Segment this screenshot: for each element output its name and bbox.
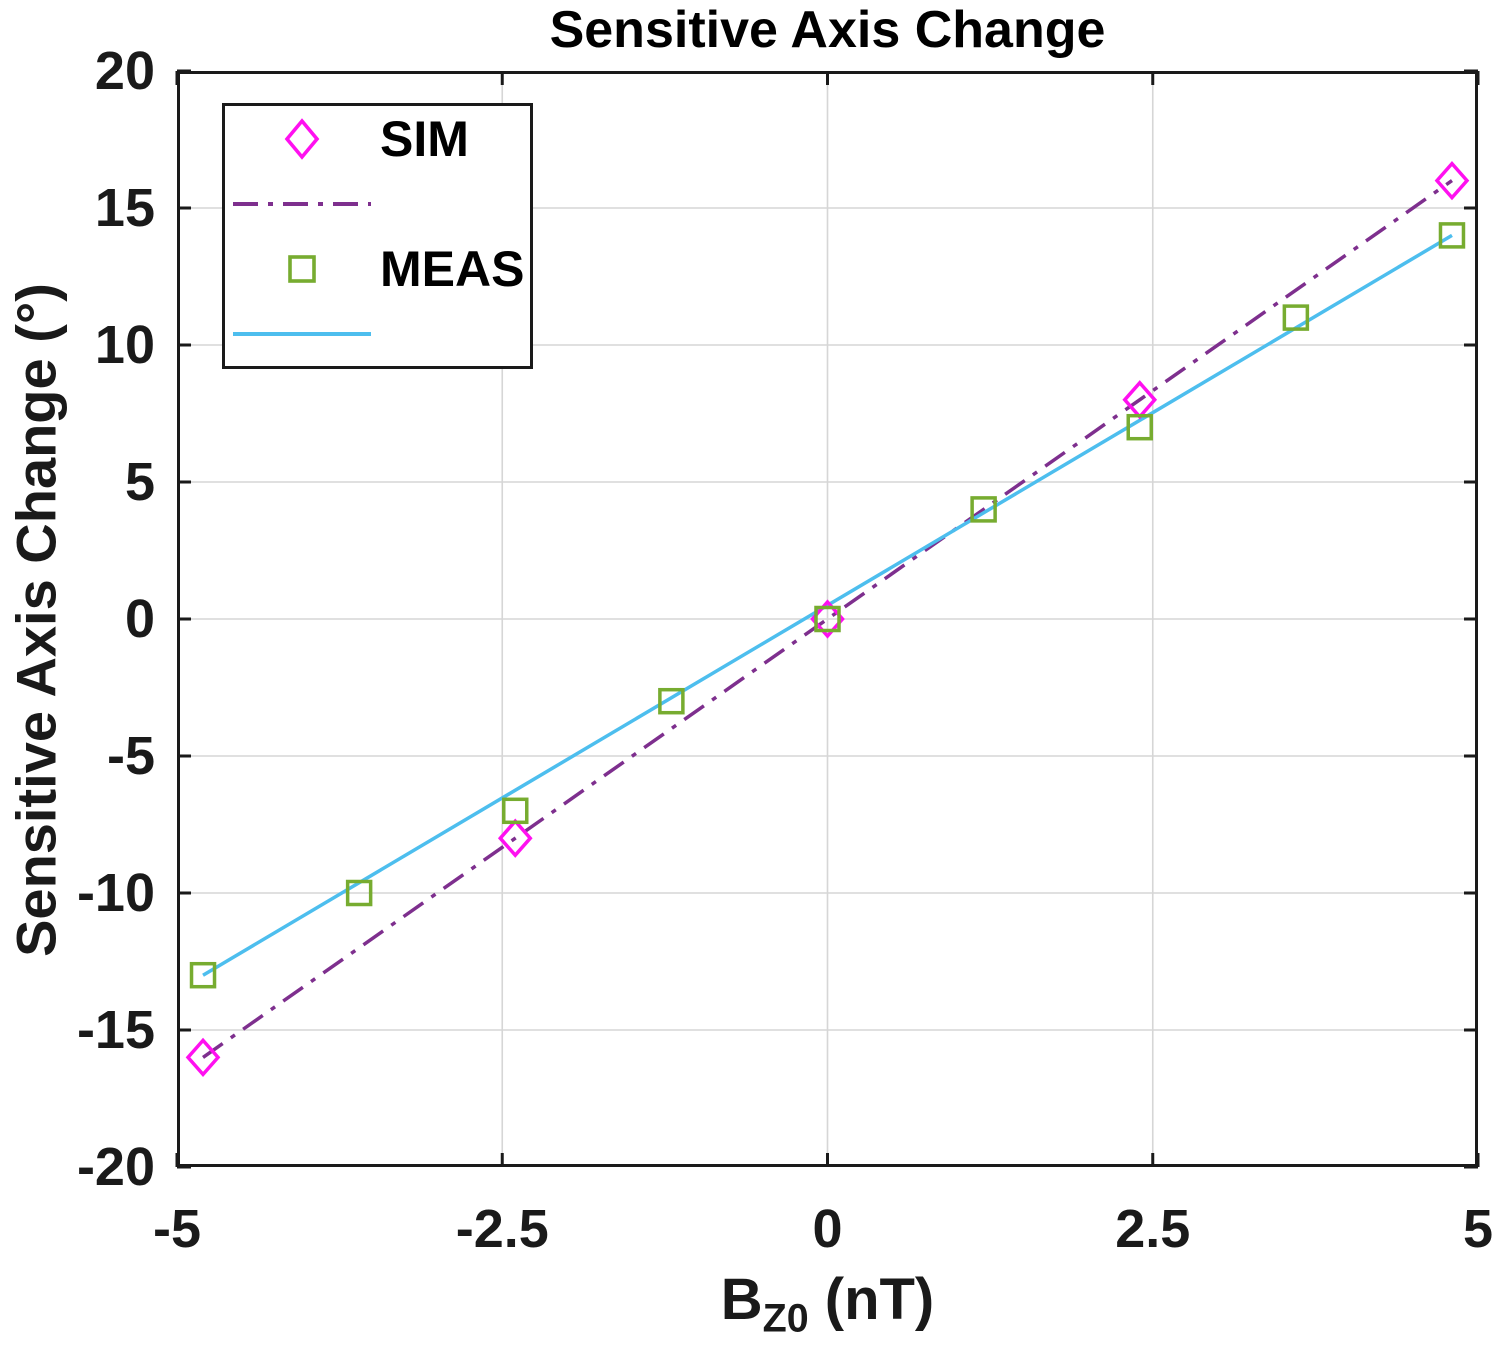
sim-diamond-marker-icon [225,114,375,164]
meas-data-point [345,879,373,907]
meas-data-point [658,687,685,715]
y-tick-label: -20 [76,1137,155,1197]
meas-square-marker-icon [225,244,375,294]
y-tick-label: 15 [94,178,155,238]
legend-row-sim-line [225,172,530,236]
meas-data-point [502,797,529,825]
x-tick-label: 5 [1462,1199,1494,1259]
y-tick-label: 5 [124,452,155,512]
dash-dot-line-icon [225,179,375,229]
legend-label-sim: SIM [380,110,469,167]
meas-data-point [189,961,217,989]
meas-data-point [1126,413,1153,441]
y-tick-label: -10 [76,863,155,923]
solid-line-icon [225,309,375,359]
meas-data-point [1282,304,1310,331]
x-axis-label: BZ0 (nT) [177,1266,1478,1342]
meas-data-point [814,605,841,633]
y-axis-label: Sensitive Axis Change (°) [4,283,68,957]
sim-data-point [497,818,533,858]
y-tick-label: -5 [106,726,155,786]
legend-row-meas-marker: MEAS [225,237,530,301]
plot-area [175,69,1480,1169]
sim-data-point [185,1037,221,1078]
x-axis-label-unit: (nT) [808,1267,935,1332]
legend-row-meas-line [225,302,530,366]
x-tick-label: 0 [812,1199,843,1259]
legend: SIM MEAS [222,103,533,369]
sim-data-point [1434,160,1470,201]
x-tick-label: -2.5 [455,1199,549,1259]
x-tick-label: 2.5 [1115,1199,1191,1259]
legend-label-meas: MEAS [380,240,525,297]
meas-data-point [970,496,997,523]
y-tick-label: 20 [94,41,155,101]
y-tick-label: 10 [94,315,155,375]
axes-box [177,71,1478,1167]
meas-data-point [1438,222,1466,249]
y-tick-label: 0 [124,589,155,649]
y-tick-label: -15 [76,1000,155,1060]
plot-canvas [175,69,1480,1169]
legend-row-sim-marker: SIM [225,107,530,171]
x-axis-label-symbol: B [720,1267,763,1332]
sim-trend-line [202,179,1453,1059]
x-axis-label-subscript: Z0 [762,1296,809,1341]
x-tick-label: -5 [152,1199,202,1259]
chart-title: Sensitive Axis Change [549,1,1106,59]
meas-trend-line [202,233,1453,977]
